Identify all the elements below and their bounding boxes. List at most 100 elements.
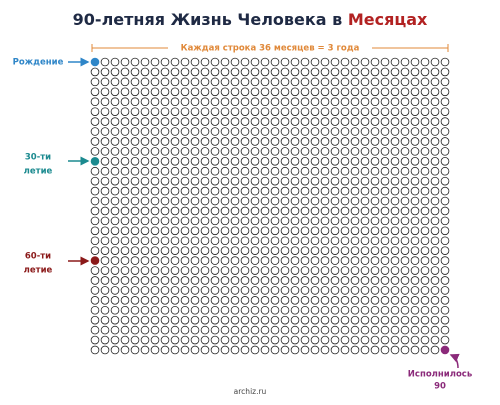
month [120,236,130,246]
month [410,325,420,335]
month [400,137,410,146]
month [420,216,430,226]
month [340,325,350,335]
month [220,127,230,136]
month [180,236,190,246]
month [430,147,440,156]
month [210,67,220,77]
month [420,206,430,216]
month [170,67,180,77]
month [300,276,310,285]
month [420,256,430,265]
month [100,216,110,226]
month [360,296,370,305]
month [300,166,310,176]
month [440,196,450,206]
month [100,97,110,107]
month [410,296,420,305]
month [430,266,440,275]
month [230,147,240,156]
month [180,186,190,196]
month [170,97,180,107]
month [350,137,360,146]
month [240,206,250,216]
month [260,127,270,136]
month [280,87,290,97]
month [270,166,280,176]
month [370,226,380,236]
row-note: Каждая строка 36 месяцев = 3 года [181,44,360,54]
month [110,286,120,295]
month [400,147,410,156]
month [110,57,120,67]
month [160,226,170,236]
month [350,57,360,67]
month [380,206,390,216]
month [110,176,120,186]
month [420,286,430,295]
month [140,276,150,285]
month [210,276,220,285]
month [410,305,420,315]
month [270,246,280,255]
month [260,87,270,97]
month [170,166,180,176]
month [380,296,390,305]
month [370,97,380,107]
month [300,216,310,226]
month [280,296,290,305]
month [410,206,420,216]
month [140,107,150,116]
month [300,176,310,186]
month [340,176,350,186]
month [320,77,330,87]
month [260,147,270,156]
month [210,226,220,236]
month [390,137,400,146]
month [170,117,180,126]
month [310,77,320,87]
month [140,325,150,335]
month [390,186,400,196]
month [270,176,280,186]
month [140,176,150,186]
month [100,67,110,77]
month [430,256,440,265]
month [200,157,210,166]
month [350,117,360,126]
month [170,157,180,166]
month [300,345,310,355]
month [360,107,370,116]
month [330,117,340,126]
month [410,137,420,146]
month [180,315,190,325]
month [180,256,190,265]
month [250,305,260,315]
month [150,236,160,246]
month [200,117,210,126]
month [310,57,320,67]
month [180,276,190,285]
month [230,276,240,285]
month [360,166,370,176]
month [190,186,200,196]
month [440,276,450,285]
month [390,87,400,97]
month [330,335,340,345]
month [150,157,160,166]
month [110,325,120,335]
month [330,67,340,77]
month [250,206,260,216]
month [350,315,360,325]
month [150,226,160,236]
month [110,97,120,107]
month [280,345,290,355]
month [150,305,160,315]
month [250,246,260,255]
month [120,77,130,87]
month [340,266,350,275]
month [420,176,430,186]
month [330,176,340,186]
month [300,127,310,136]
month [420,147,430,156]
